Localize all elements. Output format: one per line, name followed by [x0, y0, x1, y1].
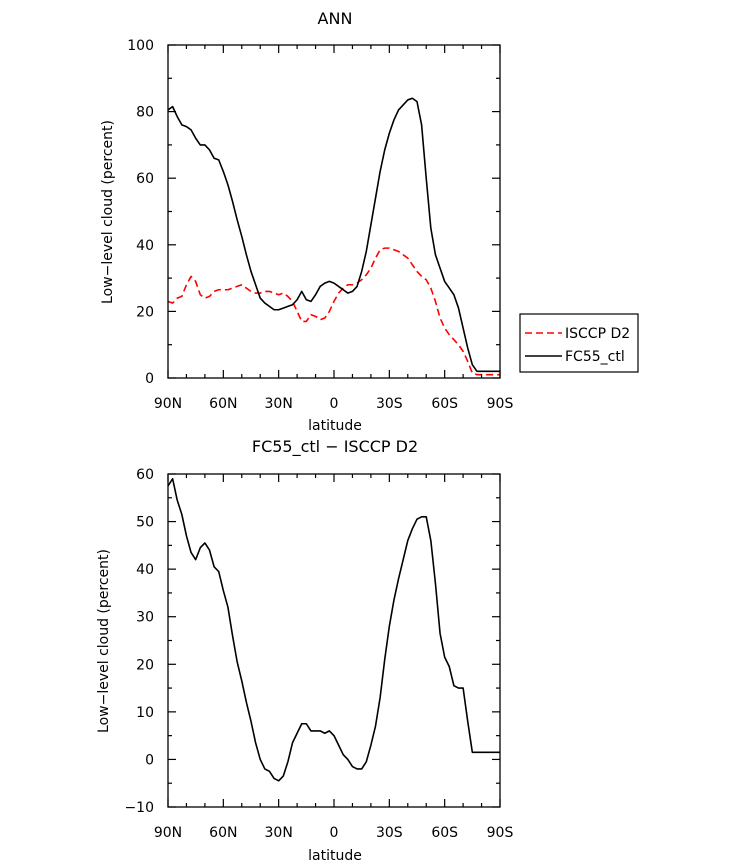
bottom-chart-title: FC55_ctl − ISCCP D2	[252, 437, 418, 457]
bottom-x-tick-label: 60S	[431, 825, 458, 841]
bottom-y-tick-label: 40	[136, 562, 154, 578]
top-series-line-isccp-d2	[167, 247, 500, 376]
bottom-plot-frame	[167, 473, 501, 808]
bottom-y-tick-label: 10	[136, 705, 154, 721]
bottom-y-tick-label: 50	[136, 515, 154, 531]
bottom-x-tick-label: 90S	[487, 825, 514, 841]
bottom-x-tick-label: 90N	[154, 825, 182, 841]
bottom-y-tick-label: −10	[124, 800, 154, 816]
top-x-tick-label: 60N	[209, 396, 237, 412]
bottom-x-tick-label: 60N	[209, 825, 237, 841]
top-plot-frame	[167, 44, 501, 379]
top-x-tick-label: 0	[330, 396, 339, 412]
top-chart-panel: ANN 90N 60N 30N 0 30S 60S 90S 0 20 40 60 80 100 lati…	[100, 9, 639, 434]
top-y-tick-label: 0	[145, 371, 154, 387]
top-x-tick-label: 30S	[376, 396, 403, 412]
top-x-tick-label: 90S	[487, 396, 514, 412]
bottom-chart-panel: FC55_ctl − ISCCP D2 90N 60N 30N 0 30S 60S 90S −…	[96, 437, 513, 864]
bottom-y-tick-label: 20	[136, 657, 154, 673]
top-y-tick-label: 100	[127, 38, 154, 54]
bottom-x-tick-label: 30N	[265, 825, 293, 841]
bottom-x-tick-label: 30S	[376, 825, 403, 841]
top-y-tick-label: 20	[136, 304, 154, 320]
bottom-y-tick-label: 0	[145, 752, 154, 768]
legend-label-fc55-ctl: FC55_ctl	[565, 349, 625, 365]
top-x-tick-label: 30N	[265, 396, 293, 412]
bottom-y-tick-label: 60	[136, 467, 154, 483]
top-chart-title: ANN	[318, 9, 353, 28]
top-x-axis-label: latitude	[308, 418, 362, 434]
bottom-y-tick-label: 30	[136, 610, 154, 626]
top-chart-legend: ISCCP D2 FC55_ctl	[519, 313, 639, 373]
top-series-line-fc55-ctl	[167, 97, 500, 373]
top-y-tick-label: 80	[136, 105, 154, 121]
top-y-tick-label: 60	[136, 171, 154, 187]
legend-box	[519, 313, 639, 373]
bottom-series-line-difference	[167, 477, 500, 782]
bottom-x-tick-label: 0	[330, 825, 339, 841]
top-x-tick-label: 90N	[154, 396, 182, 412]
top-x-tick-label: 60S	[431, 396, 458, 412]
top-y-axis-label: Low−level cloud (percent)	[100, 120, 116, 304]
top-y-tick-label: 40	[136, 238, 154, 254]
bottom-y-axis-label: Low−level cloud (percent)	[96, 549, 112, 733]
bottom-x-axis-label: latitude	[308, 848, 362, 864]
legend-label-isccp-d2: ISCCP D2	[565, 326, 630, 342]
